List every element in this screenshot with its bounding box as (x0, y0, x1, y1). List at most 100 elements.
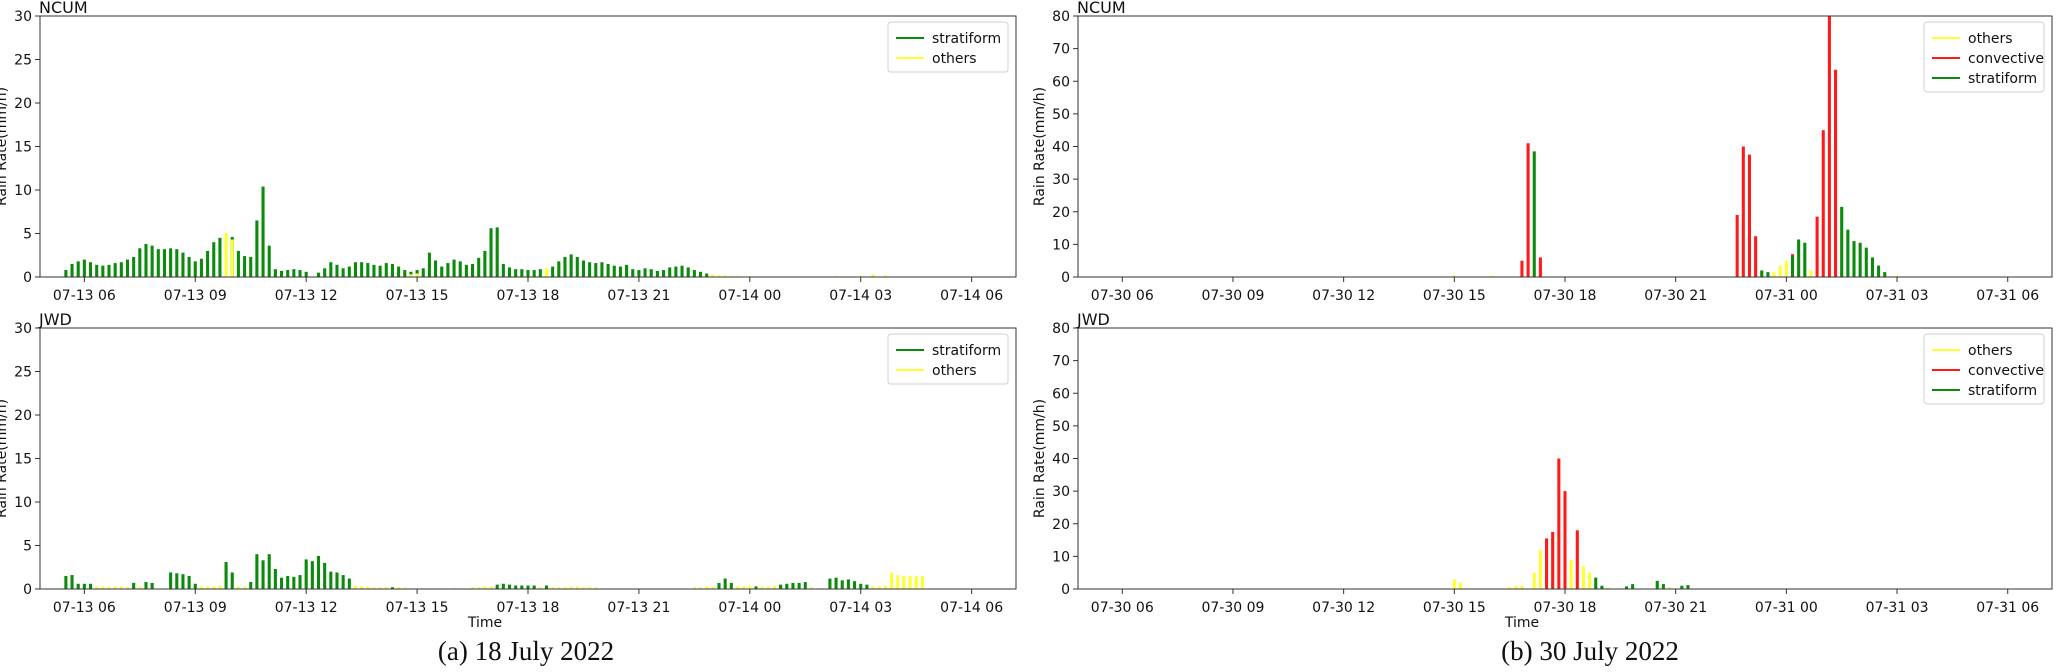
bar-others (717, 275, 721, 277)
bar-stratiform (662, 270, 666, 277)
bar-others (403, 587, 407, 589)
x-tick-label: 07-13 06 (53, 600, 116, 616)
bar-stratiform (169, 572, 173, 589)
bar-others (896, 575, 900, 589)
bar-others (871, 274, 875, 277)
y-tick-label: 20 (14, 96, 32, 112)
bar-others (409, 274, 413, 277)
legend-label-convective: convective (1968, 363, 2044, 379)
bar-stratiform (353, 262, 358, 277)
bar-others (575, 586, 579, 589)
x-tick-label: 07-31 03 (1866, 288, 1929, 304)
x-tick-label: 07-31 03 (1866, 600, 1929, 616)
x-tick-label: 07-13 15 (386, 288, 449, 304)
legend-label-stratiform: stratiform (932, 343, 1001, 359)
bar-others (1569, 559, 1573, 589)
bar-stratiform (477, 257, 481, 277)
bar-stratiform (150, 582, 154, 589)
bar-others (489, 586, 493, 589)
bar-others (483, 586, 487, 589)
y-tick-label: 30 (14, 9, 32, 25)
bar-stratiform (637, 270, 641, 277)
bar-others (871, 586, 875, 589)
bar-others (772, 585, 776, 589)
x-tick-label: 07-30 18 (1534, 600, 1597, 616)
legend-box (1923, 21, 2045, 93)
bar-stratiform (316, 272, 321, 277)
bar-stratiform (1803, 242, 1807, 277)
bar-stratiform (175, 573, 179, 589)
bar-stratiform (70, 575, 74, 589)
bar-others (119, 586, 123, 589)
bar-stratiform (446, 263, 450, 277)
bar-convective (1575, 530, 1579, 589)
bar-stratiform (501, 263, 505, 277)
legend-box (887, 333, 1009, 385)
y-tick-label: 20 (1052, 205, 1070, 221)
bar-stratiform (797, 582, 801, 589)
bar-stratiform (705, 273, 709, 277)
bar-stratiform (224, 562, 228, 589)
bar-stratiform (132, 582, 136, 589)
bar-stratiform (181, 574, 185, 589)
bar-stratiform (144, 243, 148, 277)
y-tick-label: 0 (23, 270, 32, 286)
bar-stratiform (1661, 584, 1665, 589)
bar-others (711, 586, 715, 589)
bar-stratiform (360, 262, 364, 277)
bar-others (692, 587, 696, 589)
bar-stratiform (557, 261, 561, 277)
bar-stratiform (846, 579, 850, 589)
plot-frame (39, 15, 1017, 278)
y-axis-label: Rain Rate(mm/h) (1032, 87, 1048, 206)
bar-stratiform (76, 583, 80, 589)
bar-stratiform (323, 562, 327, 589)
x-tick-label: 07-30 21 (1644, 600, 1707, 616)
bar-convective (1520, 260, 1524, 277)
bar-stratiform (261, 560, 265, 589)
bar-others (353, 585, 358, 589)
bar-stratiform (538, 269, 542, 277)
bar-stratiform (341, 575, 345, 589)
bar-stratiform (563, 256, 567, 277)
bar-convective (1563, 491, 1567, 590)
chart-panel-0: 0 5 10 15 20 25 30 07-13 06 07-13 09 07-13 12 07-1… (0, 0, 1017, 304)
bar-stratiform (575, 256, 579, 277)
legend-label-others: others (1968, 31, 2013, 47)
bar-stratiform (1877, 265, 1881, 277)
x-tick-label: 07-14 00 (718, 288, 781, 304)
legend: others convective stratiform (1923, 333, 2045, 405)
x-tick-label: 07-30 12 (1312, 288, 1375, 304)
bar-stratiform (366, 263, 370, 277)
x-tick-label: 07-13 21 (607, 600, 670, 616)
bar-stratiform (261, 186, 265, 277)
y-tick-label: 5 (23, 539, 32, 555)
bar-others (1508, 587, 1512, 589)
x-tick-label: 07-13 09 (164, 288, 227, 304)
y-axis-label: Rain Rate(mm/h) (0, 399, 10, 518)
bar-convective (1735, 215, 1739, 277)
plot-frame (39, 327, 1017, 590)
bar-stratiform (1631, 584, 1635, 589)
bar-stratiform (267, 554, 271, 589)
bar-others (366, 586, 370, 589)
x-tick-label: 07-13 18 (497, 288, 560, 304)
bar-convective (1557, 458, 1561, 589)
y-tick-label: 10 (14, 183, 32, 199)
bar-stratiform (581, 260, 585, 277)
bar-stratiform (70, 263, 74, 277)
bar-stratiform (218, 237, 222, 277)
bar-stratiform (316, 555, 321, 589)
bar-stratiform (569, 254, 573, 277)
bar-stratiform (1846, 229, 1850, 277)
bar-others (1532, 572, 1536, 589)
x-tick-label: 07-30 21 (1644, 288, 1707, 304)
y-tick-label: 15 (14, 140, 32, 156)
bar-others (920, 575, 924, 589)
bar-stratiform (88, 262, 93, 277)
bar-convective (1538, 257, 1542, 277)
x-tick-label: 07-13 15 (386, 600, 449, 616)
bar-others (1809, 270, 1813, 277)
bar-others (908, 575, 912, 589)
bar-others (1520, 585, 1524, 589)
